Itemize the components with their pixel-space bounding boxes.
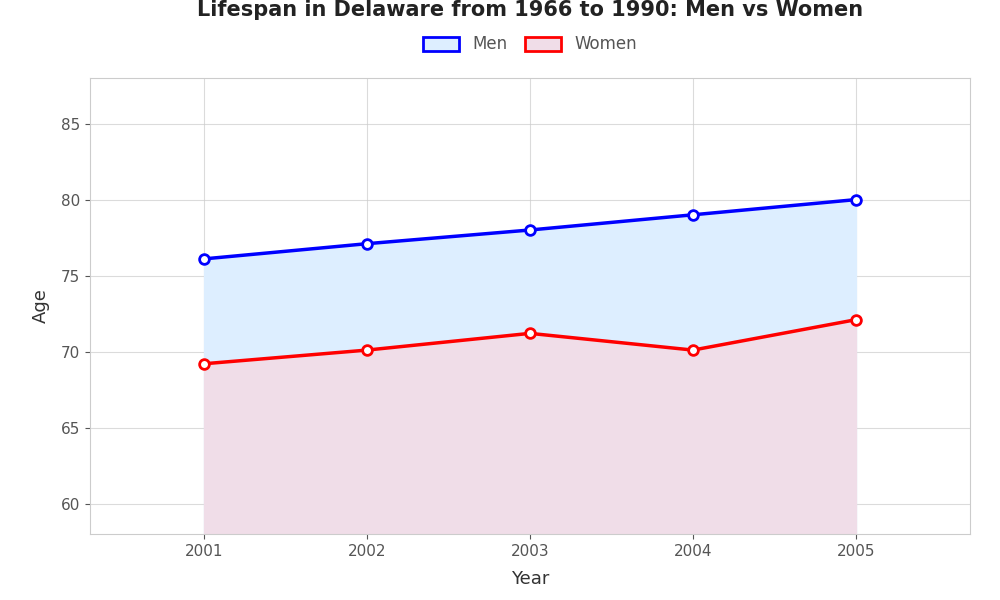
Legend: Men, Women: Men, Women	[414, 27, 646, 62]
Title: Lifespan in Delaware from 1966 to 1990: Men vs Women: Lifespan in Delaware from 1966 to 1990: …	[197, 0, 863, 19]
X-axis label: Year: Year	[511, 570, 549, 588]
Y-axis label: Age: Age	[32, 289, 50, 323]
